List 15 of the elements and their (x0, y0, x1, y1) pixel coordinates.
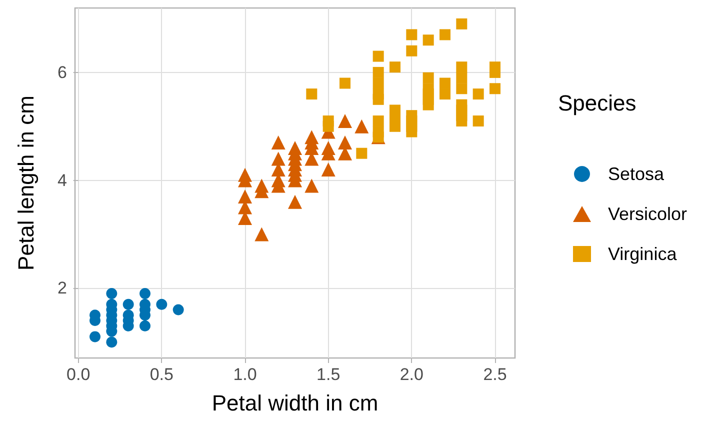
y-tick-label: 2 (58, 278, 67, 298)
x-tick-label: 0.0 (66, 365, 90, 384)
x-tick-label: 2.0 (400, 365, 424, 384)
legend-title: Species (558, 90, 636, 116)
x-tick-label: 2.5 (483, 365, 507, 384)
y-axis-title: Petal length in cm (14, 96, 38, 270)
x-tick-label: 0.5 (150, 365, 174, 384)
y-tick-label: 6 (58, 62, 67, 82)
y-tick-label: 4 (58, 170, 67, 190)
x-tick-label: 1.0 (233, 365, 257, 384)
legend-label: Versicolor (608, 204, 688, 224)
x-tick-label: 1.5 (316, 365, 340, 384)
x-axis-title: Petal width in cm (212, 390, 378, 416)
legend-label: Virginica (608, 244, 678, 264)
legend-label: Setosa (608, 164, 666, 184)
